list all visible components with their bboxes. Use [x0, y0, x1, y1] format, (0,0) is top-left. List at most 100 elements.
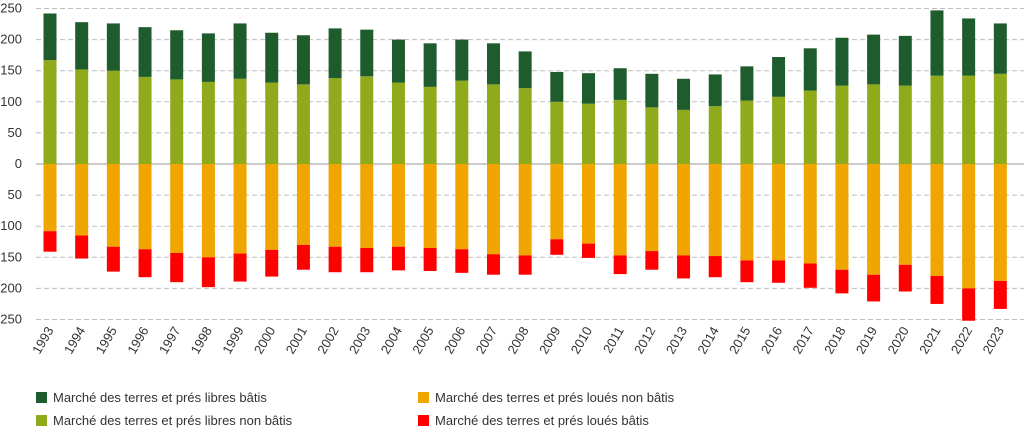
legend-swatch: [418, 392, 429, 403]
bar: [170, 252, 184, 283]
x-tick-label: 2007: [473, 324, 500, 357]
bar: [740, 66, 754, 101]
bar: [423, 86, 437, 164]
bar: [550, 164, 564, 240]
x-tick-label: 2009: [536, 324, 563, 357]
bar: [835, 37, 849, 86]
bar: [772, 260, 786, 283]
bar: [835, 85, 849, 164]
bar: [423, 164, 437, 248]
y-tick-label: 150: [0, 63, 22, 78]
x-tick-label: 2018: [821, 324, 848, 357]
bar: [645, 107, 659, 164]
bar: [550, 71, 564, 102]
bar: [75, 22, 89, 70]
bars: [43, 10, 1007, 321]
bar: [613, 99, 627, 164]
bar: [518, 51, 532, 89]
y-tick-label: 100: [0, 218, 22, 233]
x-tick-label: 2020: [884, 324, 911, 357]
x-tick-label: 2016: [758, 324, 785, 357]
bar: [265, 164, 279, 250]
x-tick-label: 1995: [93, 324, 120, 357]
x-tick-label: 2010: [568, 324, 595, 357]
bar: [613, 164, 627, 256]
bar: [645, 164, 659, 252]
x-tick-label: 2008: [504, 324, 531, 357]
bar: [201, 33, 215, 82]
x-tick-label: 1996: [124, 324, 151, 357]
bar: [708, 106, 722, 164]
bar: [740, 100, 754, 164]
x-tick-label: 1994: [61, 324, 88, 357]
bar: [106, 70, 120, 164]
legend-label: Marché des terres et prés loués non bâti…: [435, 390, 675, 405]
y-axis-ticks: 250 200 150 100 50 0 50 100 150 200 250: [0, 1, 22, 327]
bar: [930, 275, 944, 304]
bar: [645, 251, 659, 270]
bar: [867, 274, 881, 302]
bar: [930, 75, 944, 164]
bar: [835, 164, 849, 270]
x-tick-label: 2006: [441, 324, 468, 357]
bar: [360, 29, 374, 77]
bar: [708, 164, 722, 257]
bar: [930, 10, 944, 76]
x-tick-label: 2012: [631, 324, 658, 357]
bar: [898, 264, 912, 292]
legend-swatch: [36, 392, 47, 403]
bar: [106, 23, 120, 71]
bar: [233, 164, 247, 254]
bar: [138, 27, 152, 77]
bar: [391, 82, 405, 164]
y-tick-label: 50: [8, 125, 22, 140]
x-tick-label: 2013: [663, 324, 690, 357]
x-tick-label: 2019: [853, 324, 880, 357]
x-tick-label: 2003: [346, 324, 373, 357]
bar: [75, 164, 89, 236]
bar: [898, 85, 912, 164]
bar: [898, 164, 912, 265]
gridlines: [36, 8, 1024, 320]
bar: [740, 164, 754, 261]
y-tick-label: 50: [8, 187, 22, 202]
y-tick-label: 100: [0, 94, 22, 109]
bar: [582, 164, 596, 244]
x-tick-label: 1998: [188, 324, 215, 357]
bar: [550, 101, 564, 164]
y-tick-label: 150: [0, 249, 22, 264]
x-tick-label: 2022: [948, 324, 975, 357]
bar: [962, 288, 976, 321]
bar: [803, 90, 817, 164]
bar: [772, 96, 786, 164]
bar: [138, 164, 152, 250]
bar: [391, 246, 405, 271]
bar: [867, 164, 881, 275]
bar: [486, 254, 500, 275]
y-tick-label: 250: [0, 312, 22, 327]
bar: [328, 78, 342, 164]
x-tick-label: 2015: [726, 324, 753, 357]
bar: [708, 74, 722, 107]
bar: [106, 164, 120, 247]
bar: [233, 78, 247, 164]
bar: [360, 76, 374, 164]
bar: [898, 35, 912, 86]
bar: [296, 244, 310, 270]
bar: [265, 249, 279, 277]
legend-label: Marché des terres et prés loués bâtis: [435, 413, 649, 428]
bar: [296, 84, 310, 164]
bar: [867, 34, 881, 85]
bar: [677, 109, 691, 164]
bar: [867, 84, 881, 164]
bar: [613, 255, 627, 275]
x-tick-label: 2000: [251, 324, 278, 357]
y-tick-label: 200: [0, 280, 22, 295]
bar: [803, 164, 817, 264]
bar: [962, 164, 976, 289]
bar: [582, 243, 596, 258]
bar: [43, 60, 57, 164]
bar: [360, 247, 374, 273]
legend-item-loues-batis: Marché des terres et prés loués bâtis: [418, 413, 649, 428]
bar: [740, 260, 754, 283]
